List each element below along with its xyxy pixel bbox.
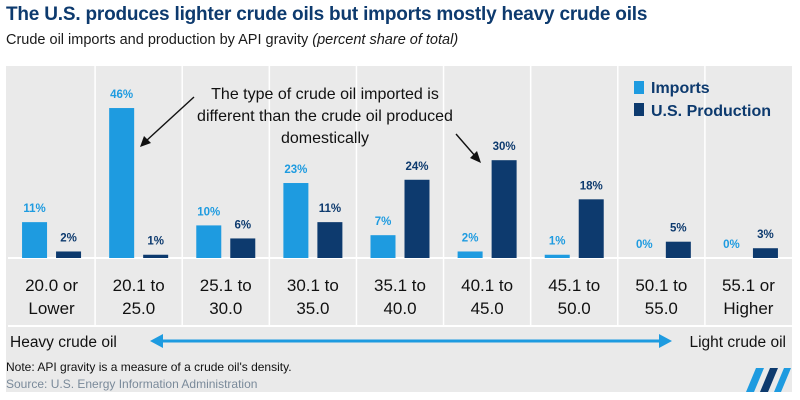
legend-label-imports: Imports	[651, 80, 710, 97]
value-label-production: 1%	[147, 236, 164, 248]
subtitle-unit: (percent share of total)	[312, 32, 459, 48]
bar-production	[317, 222, 343, 258]
category-label: Lower	[28, 299, 75, 318]
category-label: 40.0	[383, 299, 416, 318]
category-label: 25.0	[122, 299, 155, 318]
value-label-imports: 0%	[723, 239, 740, 251]
value-label-imports: 23%	[284, 164, 307, 176]
category-label: 30.0	[209, 299, 242, 318]
value-label-imports: 7%	[375, 216, 392, 228]
footnote: Note: API gravity is a measure of a crud…	[6, 360, 292, 374]
bar-imports	[196, 225, 222, 258]
category-label: 50.1 to	[635, 276, 687, 295]
bar-production	[578, 199, 604, 258]
value-label-production: 2%	[60, 232, 77, 244]
category-label: 35.1 to	[374, 276, 426, 295]
bar-production	[230, 238, 256, 258]
chart-subtitle: Crude oil imports and production by API …	[6, 32, 458, 48]
legend-swatch-production	[634, 103, 644, 116]
bars	[22, 108, 778, 258]
bar-imports	[283, 183, 309, 258]
source-note: Source: U.S. Energy Information Administ…	[6, 377, 258, 391]
bar-imports	[370, 235, 396, 258]
bar-production	[404, 179, 430, 258]
category-label: 45.1 to	[548, 276, 600, 295]
category-label: 25.1 to	[200, 276, 252, 295]
value-label-production: 11%	[319, 203, 341, 215]
heavy-crude-label: Heavy crude oil	[10, 334, 117, 351]
value-label-production: 30%	[493, 141, 516, 153]
bar-production	[665, 241, 691, 258]
legend-swatch-imports	[634, 81, 644, 94]
value-label-production: 18%	[580, 180, 603, 192]
category-labels: 20.0 or Lower 20.1 to 25.0 25.1 to 30.0 30.1 t…	[25, 276, 775, 318]
annotation-line-3: domestically	[281, 130, 369, 147]
value-label-imports: 10%	[197, 206, 220, 218]
annotation-line-1: The type of crude oil imported is	[211, 86, 439, 103]
eia-logo-icon	[746, 368, 791, 392]
category-label: Higher	[723, 299, 773, 318]
bar-production	[56, 251, 82, 258]
subtitle-main: Crude oil imports and production by API …	[6, 32, 313, 48]
value-label-imports: 0%	[636, 239, 653, 251]
value-label-production: 24%	[405, 161, 428, 173]
category-label: 40.1 to	[461, 276, 513, 295]
value-label-imports: 2%	[462, 232, 479, 244]
value-label-production: 5%	[670, 223, 687, 235]
gravity-scale-arrow	[150, 334, 672, 348]
bar-production	[491, 160, 517, 258]
chart-title: The U.S. produces lighter crude oils but…	[6, 4, 648, 25]
value-label-imports: 1%	[549, 236, 566, 248]
category-label: 55.1 or	[722, 276, 775, 295]
annotation-line-2: different than the crude oil produced	[197, 108, 453, 125]
category-label: 20.0 or	[25, 276, 78, 295]
category-label: 20.1 to	[113, 276, 165, 295]
bar-imports	[109, 108, 135, 258]
light-crude-label: Light crude oil	[689, 334, 786, 351]
category-label: 50.0	[558, 299, 591, 318]
annotation-arrow-left	[140, 96, 195, 147]
bar-production	[752, 248, 778, 258]
value-labels: 11% 2% 46% 1% 10% 6% 23% 11% 7% 24% 2% 30% 1% 18% 0% 5%…	[23, 89, 773, 251]
value-label-imports: 46%	[110, 89, 133, 101]
bar-imports	[457, 251, 483, 258]
bar-imports	[22, 222, 48, 258]
category-dividers	[8, 66, 792, 327]
category-label: 45.0	[471, 299, 504, 318]
legend-label-production: U.S. Production	[651, 103, 771, 120]
value-label-production: 3%	[757, 229, 774, 241]
category-label: 35.0	[296, 299, 329, 318]
bar-imports	[544, 254, 570, 258]
annotation-arrow-right	[455, 133, 481, 163]
value-label-imports: 11%	[23, 203, 45, 215]
category-label: 55.0	[645, 299, 678, 318]
category-label: 30.1 to	[287, 276, 339, 295]
value-label-production: 6%	[234, 219, 251, 231]
bar-production	[143, 254, 169, 258]
